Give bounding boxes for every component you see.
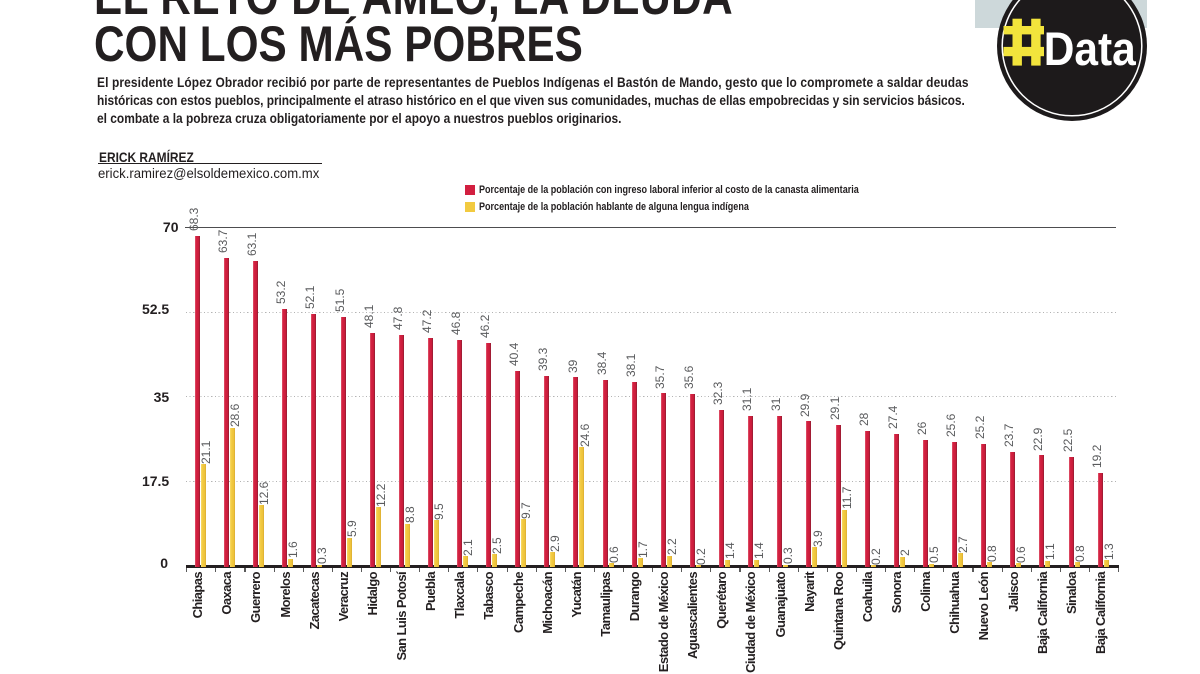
svg-text:Data: Data [1044, 22, 1137, 75]
